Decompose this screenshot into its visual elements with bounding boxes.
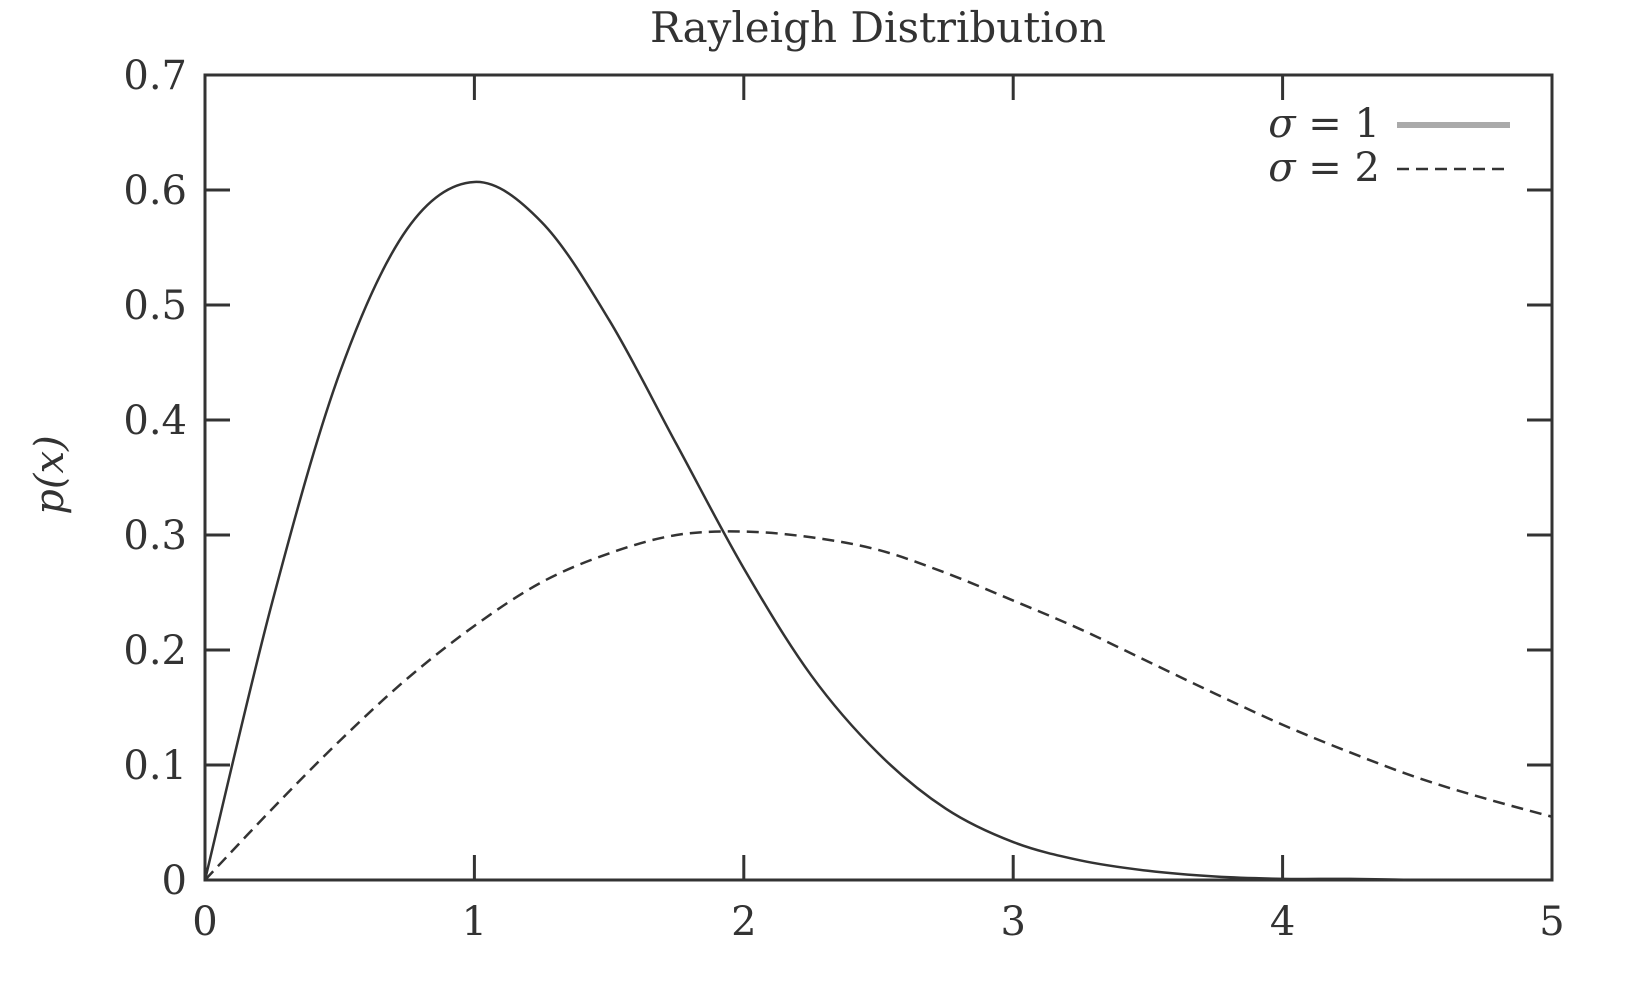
legend-equals: = [1296,101,1355,147]
y-tick-label: 0.4 [123,398,187,444]
y-tick-label: 0.5 [123,283,187,329]
legend-value: 1 [1355,101,1380,147]
legend-symbol: σ [1268,145,1297,191]
legend-equals: = [1296,145,1355,191]
x-tick-label: 3 [1000,899,1025,945]
x-tick-label: 4 [1270,899,1295,945]
x-tick-label: 0 [192,899,217,945]
y-tick-label: 0.2 [123,628,187,674]
series-lines [203,180,1553,882]
legend-symbol: σ [1268,101,1297,147]
x-tick-label: 1 [462,899,487,945]
series-line-2 [204,530,1553,881]
y-tick-label: 0.3 [123,513,187,559]
plot-frame [203,73,1554,882]
legend-label-2: σ = 2 [1268,145,1380,191]
y-tick-label: 0.6 [123,168,187,214]
legend-value: 2 [1355,145,1380,191]
y-axis-label: p(x) [27,435,73,514]
x-tick-label: 5 [1539,899,1564,945]
series-line-1 [203,180,1552,882]
chart-title: Rayleigh Distribution [650,3,1106,52]
legend: σ = 1σ = 2 [1268,101,1510,191]
y-tick-label: 0.7 [123,53,187,99]
y-tick-label: 0.1 [123,743,187,789]
axes: 0 1 2 3 4 500.10.20.30.40.50.60.7 [123,53,1564,945]
legend-label-1: σ = 1 [1268,101,1380,147]
x-tick-label: 2 [731,899,756,945]
y-tick-label: 0 [162,858,187,904]
